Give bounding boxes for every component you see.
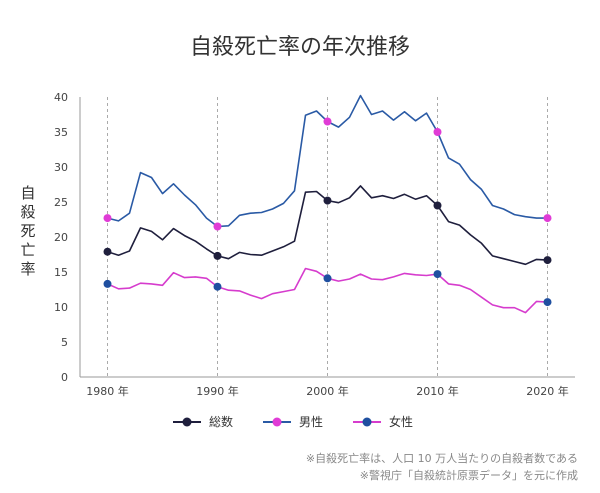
y-axis-label-char: 自 (20, 184, 35, 202)
data-point-総数 (213, 251, 222, 260)
y-tick-label: 0 (61, 371, 68, 384)
legend-swatch-dot (182, 417, 192, 427)
y-axis-label-char: 亡 (20, 241, 35, 259)
legend-label: 女性 (389, 414, 413, 429)
vertical-gridlines (107, 97, 548, 377)
y-axis-label-char: 死 (20, 222, 35, 240)
y-tick-label: 20 (54, 231, 68, 244)
data-point-女性 (213, 282, 222, 291)
y-tick-label: 30 (54, 161, 68, 174)
footnotes: ※自殺死亡率は、人口 10 万人当たりの自殺者数である ※警視庁「自殺統計原票デー… (306, 451, 578, 482)
y-tick-label: 25 (54, 196, 68, 209)
y-tick-label: 15 (54, 266, 68, 279)
legend-item: 女性 (353, 414, 413, 429)
x-tick-label: 2010 年 (416, 384, 459, 398)
legend-item: 男性 (263, 415, 323, 429)
legend-label: 総数 (209, 414, 233, 429)
data-point-男性 (103, 214, 112, 223)
y-tick-labels: 0 5 10 15 20 25 30 35 40 (54, 91, 68, 384)
x-tick-labels: 1980 年 1990 年 2000 年 2010 年 2020 年 (86, 384, 569, 398)
data-point-総数 (433, 201, 442, 210)
legend-label: 男性 (299, 415, 323, 429)
x-tick-label: 2000 年 (306, 384, 349, 398)
data-point-女性 (323, 274, 332, 283)
y-axis-label: 自殺死亡率 (20, 184, 35, 278)
y-tick-label: 5 (61, 336, 68, 349)
y-tick-label: 40 (54, 91, 68, 104)
data-point-総数 (543, 256, 552, 265)
series-markers (103, 117, 552, 307)
data-point-男性 (213, 222, 222, 231)
data-point-男性 (543, 214, 552, 223)
y-tick-label: 35 (54, 126, 68, 139)
legend-item: 総数 (173, 414, 233, 429)
data-point-女性 (103, 279, 112, 288)
x-tick-label: 1990 年 (196, 384, 239, 398)
y-tick-label: 10 (54, 301, 68, 314)
footnote: ※自殺死亡率は、人口 10 万人当たりの自殺者数である (306, 451, 578, 465)
data-point-男性 (323, 117, 332, 126)
legend-swatch-dot (362, 417, 372, 427)
chart-title: 自殺死亡率の年次推移 (190, 35, 410, 60)
x-tick-label: 2020 年 (526, 384, 569, 398)
legend-swatch-dot (272, 417, 282, 427)
axes (79, 97, 575, 378)
y-axis-label-char: 殺 (20, 203, 35, 221)
data-point-総数 (103, 247, 112, 256)
data-point-男性 (433, 128, 442, 136)
data-point-女性 (543, 298, 552, 307)
legend: 総数 男性 女性 (173, 414, 413, 429)
data-point-総数 (323, 196, 332, 205)
y-axis-label-char: 率 (20, 260, 35, 278)
data-point-女性 (433, 270, 442, 279)
footnote: ※警視庁「自殺統計原票データ」を元に作成 (360, 468, 578, 482)
x-tick-label: 1980 年 (86, 384, 129, 398)
